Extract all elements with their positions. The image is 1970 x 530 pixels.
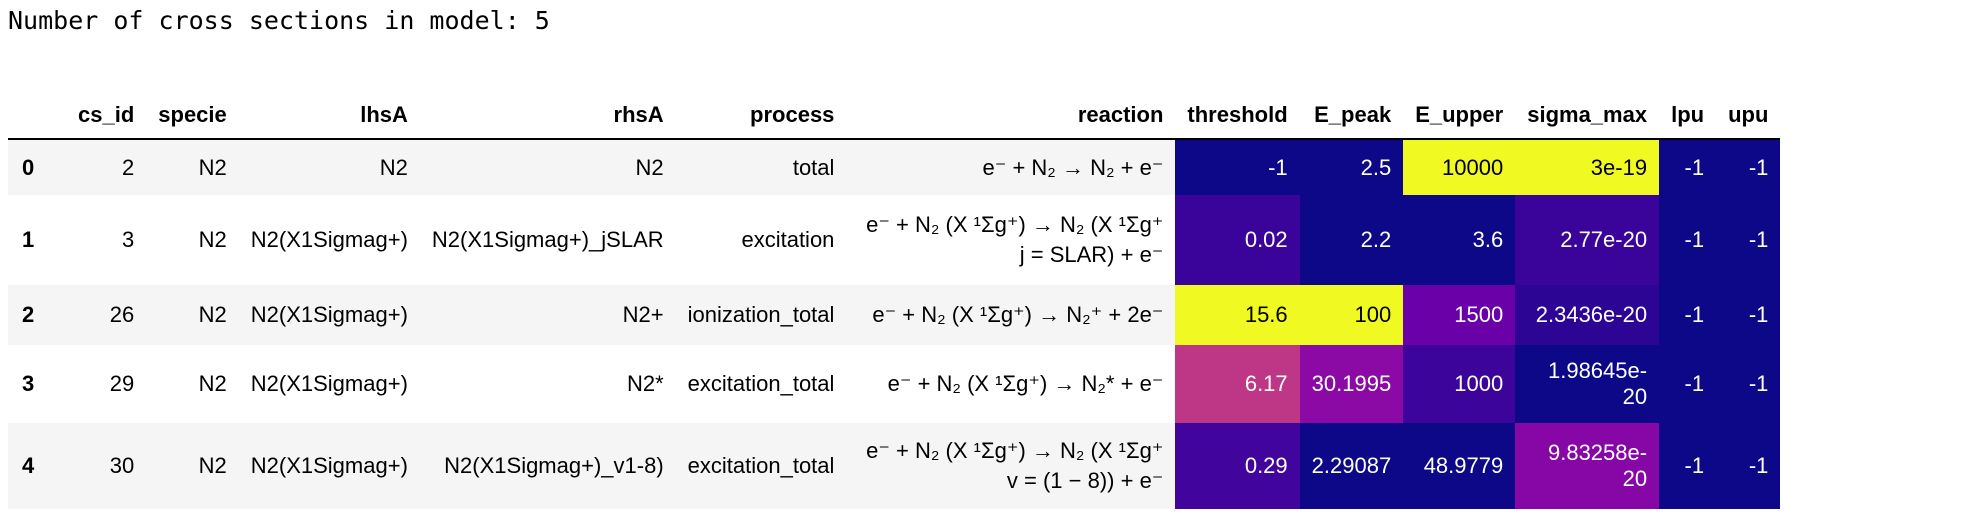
cell-process: excitation <box>741 227 835 252</box>
cell-cs-id: 3 <box>122 227 135 252</box>
header-row: cs_id specie lhsA rhsA process reaction … <box>8 92 1781 140</box>
cell-rhsa: N2(X1Sigmag+)_v1-8) <box>444 453 664 478</box>
cell-lpu: -1 <box>1659 139 1717 195</box>
cell-e-upper: 1000 <box>1403 345 1516 423</box>
cell-reaction: e⁻ + N₂ (X ¹Σg⁺) → N₂ (X ¹Σg⁺ v = (1 − 8… <box>846 423 1175 509</box>
row-index: 3 <box>22 371 35 396</box>
cell-specie: N2 <box>198 453 227 478</box>
header-process: process <box>675 92 847 140</box>
dataframe-table: cs_id specie lhsA rhsA process reaction … <box>8 92 1781 509</box>
cell-cs-id: 30 <box>109 453 135 478</box>
cell-sigma-max: 9.83258e-20 <box>1515 423 1660 509</box>
cell-e-peak: 2.5 <box>1299 139 1404 195</box>
header-lpu: lpu <box>1659 92 1717 140</box>
cell-threshold: 15.6 <box>1175 285 1300 345</box>
row-index: 2 <box>22 302 35 327</box>
cell-process: excitation_total <box>687 453 835 478</box>
cell-e-upper: 1500 <box>1403 285 1516 345</box>
header-rhsa: rhsA <box>419 92 676 140</box>
cell-rhsa: N2+ <box>622 302 664 327</box>
cell-lpu: -1 <box>1659 423 1717 509</box>
reaction-text: e⁻ + N₂ (X ¹Σg⁺) → N₂* + e⁻ <box>887 371 1164 396</box>
cell-sigma-max: 2.3436e-20 <box>1515 285 1660 345</box>
header-upu: upu <box>1716 92 1781 140</box>
cell-rhsa: N2(X1Sigmag+)_jSLAR <box>431 227 664 252</box>
cell-threshold: -1 <box>1175 139 1300 195</box>
header-e-peak: E_peak <box>1299 92 1404 140</box>
cell-e-peak: 100 <box>1299 285 1404 345</box>
table-row: 0 2 N2 N2 N2 total e⁻ + N₂ → N₂ + e⁻ -1 … <box>8 139 1781 195</box>
header-threshold: threshold <box>1175 92 1300 140</box>
cell-specie: N2 <box>198 371 227 396</box>
cell-threshold: 0.02 <box>1175 195 1300 285</box>
header-lhsa: lhsA <box>238 92 420 140</box>
cell-upu: -1 <box>1716 423 1781 509</box>
cell-threshold: 0.29 <box>1175 423 1300 509</box>
reaction-text: e⁻ + N₂ (X ¹Σg⁺) → N₂ (X ¹Σg⁺ v = (1 − 8… <box>866 438 1164 493</box>
row-index: 0 <box>22 154 35 180</box>
cell-e-peak: 30.1995 <box>1299 345 1404 423</box>
table-row: 2 26 N2 N2(X1Sigmag+) N2+ ionization_tot… <box>8 285 1781 345</box>
cell-cs-id: 2 <box>122 154 135 180</box>
cell-lpu: -1 <box>1659 285 1717 345</box>
cell-e-upper: 3.6 <box>1403 195 1516 285</box>
table-row: 3 29 N2 N2(X1Sigmag+) N2* excitation_tot… <box>8 345 1781 423</box>
cell-output-text: Number of cross sections in model: 5 <box>8 6 550 35</box>
cell-upu: -1 <box>1716 139 1781 195</box>
reaction-text: e⁻ + N₂ → N₂ + e⁻ <box>982 154 1164 180</box>
cell-e-peak: 2.2 <box>1299 195 1404 285</box>
header-e-upper: E_upper <box>1403 92 1516 140</box>
header-cs-id: cs_id <box>66 92 147 140</box>
cell-lhsa: N2 <box>379 154 408 180</box>
cell-sigma-max: 3e-19 <box>1515 139 1660 195</box>
cell-lhsa: N2(X1Sigmag+) <box>250 453 408 478</box>
cell-specie: N2 <box>198 227 227 252</box>
cell-reaction: e⁻ + N₂ → N₂ + e⁻ <box>846 139 1175 195</box>
reaction-text: e⁻ + N₂ (X ¹Σg⁺) → N₂ (X ¹Σg⁺ j = SLAR) … <box>866 212 1164 267</box>
table-row: 1 3 N2 N2(X1Sigmag+) N2(X1Sigmag+)_jSLAR… <box>8 195 1781 285</box>
cell-upu: -1 <box>1716 345 1781 423</box>
header-index <box>8 92 66 140</box>
cell-rhsa: N2* <box>626 371 664 396</box>
cell-sigma-max: 1.98645e-20 <box>1515 345 1660 423</box>
cell-process: excitation_total <box>687 371 835 396</box>
header-sigma-max: sigma_max <box>1515 92 1660 140</box>
cell-specie: N2 <box>198 302 227 327</box>
cell-sigma-max: 2.77e-20 <box>1515 195 1660 285</box>
cell-rhsa: N2 <box>635 154 664 180</box>
cell-upu: -1 <box>1716 285 1781 345</box>
reaction-text: e⁻ + N₂ (X ¹Σg⁺) → N₂⁺ + 2e⁻ <box>872 302 1164 327</box>
cell-threshold: 6.17 <box>1175 345 1300 423</box>
header-specie: specie <box>146 92 239 140</box>
cell-reaction: e⁻ + N₂ (X ¹Σg⁺) → N₂ (X ¹Σg⁺ j = SLAR) … <box>846 195 1175 285</box>
cell-upu: -1 <box>1716 195 1781 285</box>
cell-e-upper: 10000 <box>1403 139 1516 195</box>
table-header: cs_id specie lhsA rhsA process reaction … <box>8 92 1781 140</box>
cell-cs-id: 26 <box>109 302 135 327</box>
table-row: 4 30 N2 N2(X1Sigmag+) N2(X1Sigmag+)_v1-8… <box>8 423 1781 509</box>
cell-lpu: -1 <box>1659 345 1717 423</box>
cell-e-peak: 2.29087 <box>1299 423 1404 509</box>
cell-process: ionization_total <box>687 302 835 327</box>
row-index: 4 <box>22 453 35 478</box>
cell-lpu: -1 <box>1659 195 1717 285</box>
cell-reaction: e⁻ + N₂ (X ¹Σg⁺) → N₂* + e⁻ <box>846 345 1175 423</box>
row-index: 1 <box>22 227 35 252</box>
cell-lhsa: N2(X1Sigmag+) <box>250 227 408 252</box>
cell-cs-id: 29 <box>109 371 135 396</box>
table-body: 0 2 N2 N2 N2 total e⁻ + N₂ → N₂ + e⁻ -1 … <box>8 139 1781 509</box>
cell-reaction: e⁻ + N₂ (X ¹Σg⁺) → N₂⁺ + 2e⁻ <box>846 285 1175 345</box>
cell-specie: N2 <box>198 154 227 180</box>
cell-lhsa: N2(X1Sigmag+) <box>250 371 408 396</box>
cell-e-upper: 48.9779 <box>1403 423 1516 509</box>
header-reaction: reaction <box>846 92 1176 140</box>
cell-lhsa: N2(X1Sigmag+) <box>250 302 408 327</box>
cell-process: total <box>792 154 835 180</box>
